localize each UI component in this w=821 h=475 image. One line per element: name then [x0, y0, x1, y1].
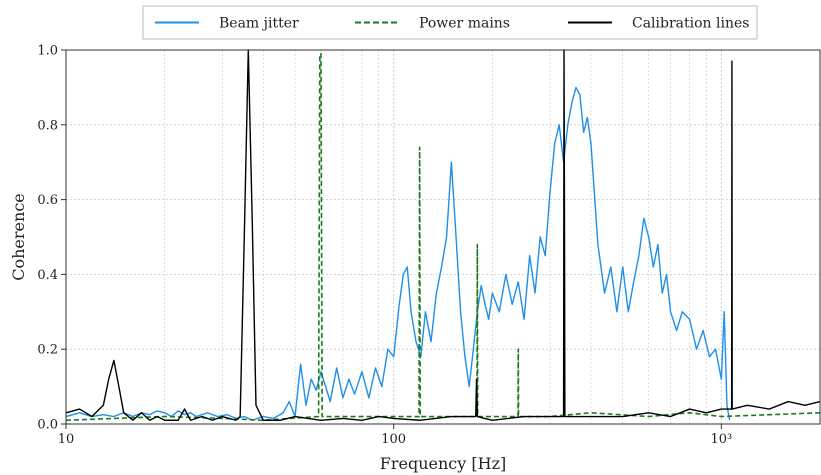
y-ticks: 0.0 0.2 0.4 0.6 0.8 1.0 [37, 44, 66, 433]
plot-frame [65, 49, 821, 425]
y-tick-label: 0.4 [37, 268, 58, 283]
x-tick-label: 10 [58, 432, 75, 447]
y-tick-label: 0.2 [37, 343, 58, 358]
legend-label: Beam jitter [219, 16, 299, 32]
x-tick-label: 10³ [710, 432, 732, 447]
plot-area [66, 50, 820, 424]
y-tick-label: 1.0 [37, 44, 58, 59]
legend-box [142, 5, 758, 40]
x-ticks: 10 100 10³ [58, 424, 732, 447]
y-axis-label: Coherence [9, 193, 28, 281]
y-tick-label: 0.6 [37, 193, 58, 208]
series-line-beam-jitter [65, 86, 731, 421]
legend-label: Power mains [419, 16, 510, 32]
series-line-calibration-lines [65, 49, 821, 421]
y-tick-label: 0.0 [37, 418, 58, 433]
legend: Beam jitter Power mains Calibration lines [142, 5, 758, 40]
legend-label: Calibration lines [632, 16, 749, 32]
x-axis-label: Frequency [Hz] [380, 454, 507, 473]
series-group [65, 49, 821, 422]
x-tick-label: 100 [381, 432, 406, 447]
y-tick-label: 0.8 [37, 118, 58, 133]
